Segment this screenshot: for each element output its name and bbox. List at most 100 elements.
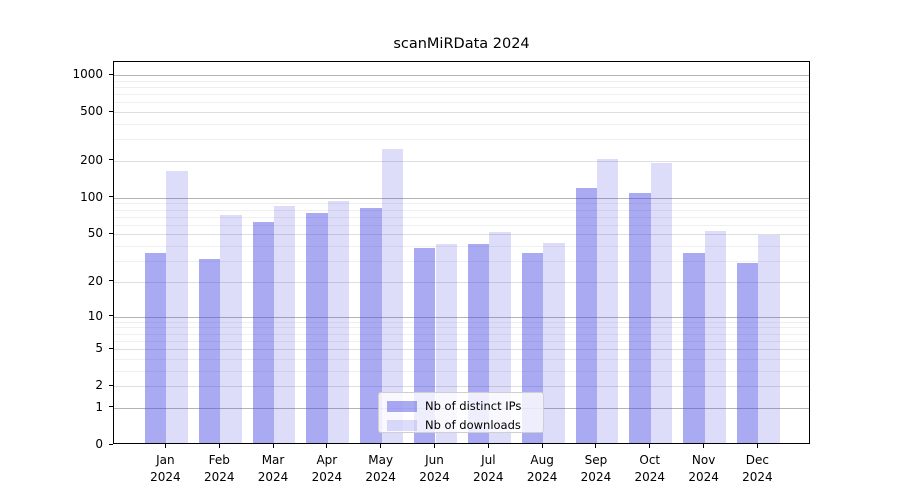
legend-swatch-distinct-ips-icon [387,400,417,412]
y-axis-tick-label: 50 [87,226,103,241]
x-axis-month-label: Jul 2024 [473,453,504,484]
minor-gridline [114,203,809,205]
y-axis-tick [109,347,113,349]
y-axis-tick [109,406,113,408]
minor-gridline [114,86,809,88]
x-axis-month-label: Mar 2024 [257,453,289,484]
plot-area: Nb of distinct IPs Nb of downloads [113,61,810,444]
chart-title: scanMiRData 2024 [393,36,530,52]
minor-gridline [114,224,809,226]
y-axis-tick [109,110,113,112]
minor-gridline [114,216,809,218]
y-axis-tick-label: 200 [80,152,103,167]
y-axis-tick-label: 1000 [72,67,103,81]
bar-downloads [650,163,673,443]
x-axis-month-label: Feb 2024 [203,453,235,484]
bar-distinct-ips [198,259,221,443]
gridline [114,234,809,236]
gridline [114,197,809,199]
y-axis-tick-label: 10 [87,308,103,323]
y-axis-tick-label: 20 [87,273,103,288]
gridline [114,112,809,114]
x-axis-tick [272,444,274,448]
gridline [114,160,809,162]
bar-downloads [596,158,619,443]
gridline [114,386,809,388]
bar-distinct-ips [737,262,759,443]
minor-gridline [114,80,809,82]
gridline [114,281,809,283]
minor-gridline [114,123,809,125]
legend-entry-downloads: Nb of downloads [387,417,535,433]
minor-gridline [114,139,809,141]
x-axis-tick [380,444,382,448]
x-axis-month-label: Sep 2024 [580,453,612,484]
bar-distinct-ips [306,212,328,443]
minor-gridline [114,370,809,372]
y-axis-tick [109,280,113,282]
bar-downloads [543,242,565,443]
x-axis-tick [703,444,705,448]
legend-label-downloads: Nb of downloads [425,418,521,432]
minor-gridline [114,327,809,329]
bar-distinct-ips [683,252,705,443]
y-axis-tick-label: 100 [80,189,103,204]
y-axis-tick [109,315,113,317]
bar-downloads [704,231,726,443]
bar-downloads [381,149,404,443]
x-axis-month-label: May 2024 [365,453,396,484]
legend-label-distinct-ips: Nb of distinct IPs [425,399,522,413]
x-axis-tick [434,444,435,448]
x-axis-month-label: Jan 2024 [150,453,181,484]
bar-distinct-ips [360,208,382,443]
minor-gridline [114,94,809,96]
bar-downloads [758,234,780,443]
y-axis-tick [109,73,113,75]
bar-distinct-ips [252,221,275,443]
x-axis-tick [218,444,220,448]
y-axis-tick-label: 0 [95,437,103,451]
y-axis-tick [109,443,113,445]
x-axis-month-label: Jun 2024 [419,453,450,484]
y-axis-tick-label: 2 [95,378,103,393]
bar-distinct-ips [145,252,167,443]
minor-gridline [114,246,809,248]
bar-distinct-ips [575,188,597,443]
bar-downloads [327,201,350,443]
gridline [114,316,809,318]
minor-gridline [114,102,809,104]
x-axis-tick [326,444,328,448]
bar-downloads [274,206,296,443]
y-axis-tick-label: 5 [95,341,103,356]
x-axis-month-label: Nov 2024 [688,453,719,484]
minor-gridline [114,261,809,263]
x-axis-month-label: Aug 2024 [526,453,558,484]
y-axis-tick [109,159,113,161]
minor-gridline [114,358,809,360]
x-axis-month-label: Oct 2024 [634,453,666,484]
x-axis-month-label: Apr 2024 [311,453,343,484]
legend-swatch-downloads-icon [387,419,417,431]
legend-entry-distinct-ips: Nb of distinct IPs [387,398,535,414]
x-axis-tick [756,444,758,448]
minor-gridline [114,321,809,323]
minor-gridline [114,333,809,335]
x-axis-month-label: Dec 2024 [742,453,773,484]
minor-gridline [114,209,809,211]
legend: Nb of distinct IPs Nb of downloads [378,392,544,433]
y-axis-tick-label: 500 [80,104,103,119]
minor-gridline [114,340,809,342]
y-axis-tick [109,196,113,198]
y-axis-tick-label: 1 [95,399,103,414]
x-axis-tick [164,444,166,448]
x-axis-tick [541,444,543,448]
x-axis-tick [487,444,489,448]
gridline [114,75,809,76]
bar-distinct-ips [629,193,651,443]
y-axis-tick [109,384,113,386]
gridline [114,349,809,351]
x-axis-tick [595,444,597,448]
x-axis-tick [649,444,651,448]
bar-downloads [166,170,188,443]
